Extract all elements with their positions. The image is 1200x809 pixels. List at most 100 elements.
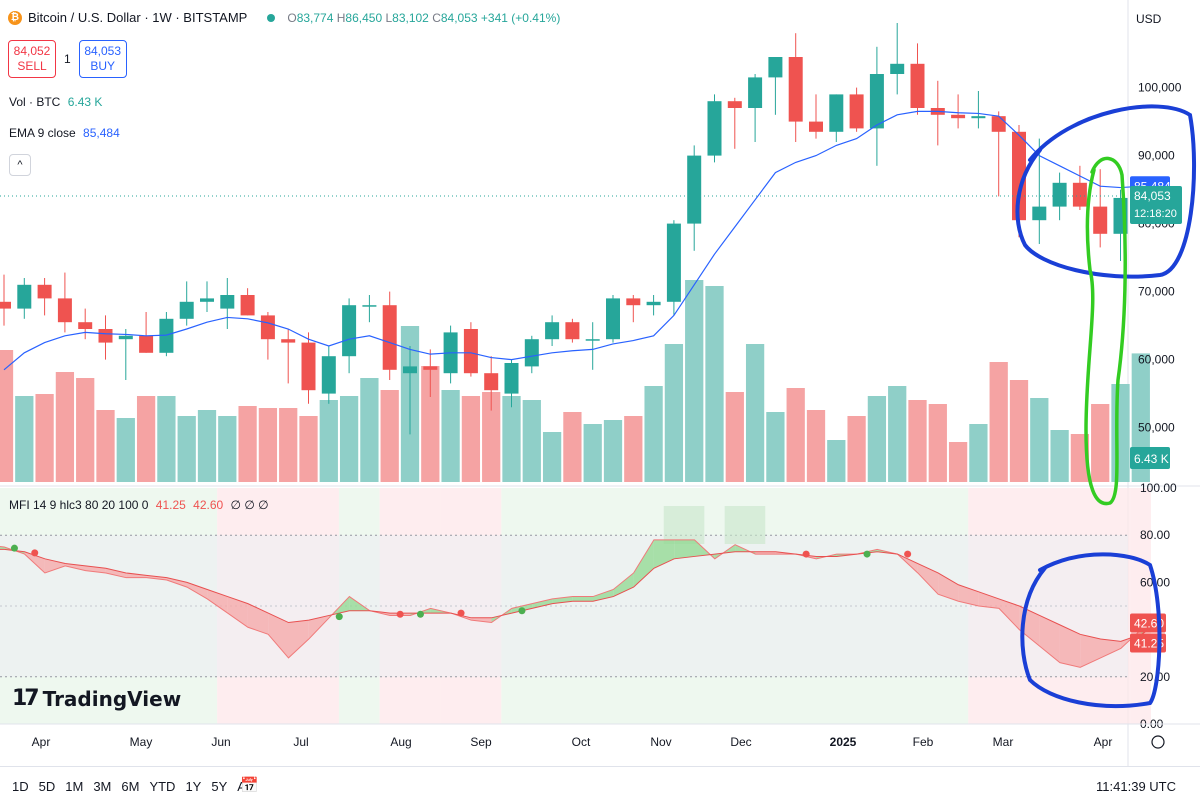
candle-body	[768, 57, 783, 78]
mfi-fill-segment	[1039, 615, 1060, 663]
bottom-toolbar: 1D 5D 1M 3M 6M YTD 1Y 5Y All 📅 11:41:39 UTC	[0, 766, 1200, 809]
volume-legend-label: Vol · BTC	[9, 95, 61, 109]
timeframe-3m[interactable]: 3M	[93, 779, 112, 794]
timeframe-ytd[interactable]: YTD	[149, 779, 176, 794]
volume-bar	[177, 416, 196, 482]
volume-bar	[1030, 398, 1049, 482]
volume-bar	[867, 396, 887, 482]
candle-body	[463, 329, 478, 374]
volume-bar	[603, 420, 623, 482]
mfi-fill-segment	[572, 596, 593, 602]
mfi-cross-dot	[396, 610, 404, 618]
volume-bar	[827, 440, 846, 482]
volume-bar	[745, 344, 765, 482]
volume-bar	[563, 412, 582, 482]
volume-bar	[888, 386, 907, 482]
volume-bar	[76, 378, 95, 482]
time-tick-label: Oct	[572, 735, 591, 749]
timeframe-all[interactable]: All	[237, 779, 252, 794]
collapse-legend-button[interactable]: ^	[9, 154, 31, 176]
trade-panel: 84,052 SELL 1 84,053 BUY	[8, 40, 127, 78]
candle-body	[971, 116, 986, 119]
mfi-value-tag	[1130, 633, 1166, 653]
volume-bar	[0, 350, 14, 482]
sell-price: 84,052	[13, 44, 51, 58]
price-chart[interactable]: 100,00090,00080,00070,00060,00050,000100…	[0, 0, 1200, 766]
volume-bar	[1050, 430, 1069, 482]
mfi-fill-segment	[126, 572, 147, 578]
order-quantity[interactable]: 1	[64, 52, 71, 66]
buy-button[interactable]: 84,053 BUY	[78, 40, 127, 78]
calendar-icon[interactable]: 📅	[240, 777, 259, 794]
time-axis-settings-icon[interactable]	[1151, 735, 1165, 749]
utc-clock[interactable]: 11:41:39 UTC	[1096, 779, 1176, 794]
candle-body	[565, 322, 580, 340]
candle-body	[301, 342, 316, 391]
ema-legend[interactable]: EMA 9 close 85,484	[9, 126, 120, 140]
bar-countdown: 12:18:20	[1134, 208, 1177, 220]
annotation-green-oval	[1084, 156, 1127, 506]
mfi-fill-segment	[593, 589, 614, 602]
mfi-zone-band	[1130, 488, 1151, 724]
mfi-legend-signal: 42.60	[193, 498, 224, 512]
candle-body	[118, 335, 133, 340]
candle-body	[78, 322, 93, 329]
candle-body	[524, 339, 539, 367]
currency-selector[interactable]: USD	[1136, 12, 1162, 26]
candle-body	[423, 366, 438, 370]
timeframe-1y[interactable]: 1Y	[185, 779, 202, 794]
mfi-fill-segment	[44, 558, 66, 573]
price-tick-label: 90,000	[1138, 149, 1175, 163]
volume-bar	[542, 432, 562, 482]
mfi-cross-dot	[31, 549, 39, 557]
candle-body	[1052, 182, 1067, 207]
sell-button[interactable]: 84,052 SELL	[8, 40, 56, 78]
ema-legend-label: EMA 9 close	[9, 126, 76, 140]
candle-body	[626, 298, 641, 306]
volume-bar	[116, 418, 135, 482]
candle-body	[545, 322, 560, 340]
volume-bar	[664, 344, 684, 482]
timeframe-5d[interactable]: 5D	[38, 779, 56, 794]
timeframe-6m[interactable]: 6M	[121, 779, 140, 794]
mfi-fill-segment	[187, 582, 208, 599]
mfi-fill-segment	[105, 568, 127, 578]
candle-body	[200, 298, 214, 302]
sell-label: SELL	[17, 59, 47, 73]
ema-line	[3, 110, 1141, 371]
volume-bar	[522, 400, 541, 482]
time-tick-label: 2025	[830, 735, 857, 749]
symbol-title[interactable]: Bitcoin / U.S. Dollar · 1W · BITSTAMP	[28, 10, 248, 25]
mfi-fill-segment	[755, 551, 776, 555]
mfi-fill-segment	[1080, 634, 1101, 668]
volume-bar	[908, 400, 927, 482]
mfi-legend-label: MFI 14 9 hlc3 80 20 100 0	[9, 498, 149, 512]
candle-body	[321, 356, 336, 394]
last-price-tag	[1130, 186, 1182, 225]
mfi-fill-segment	[288, 620, 309, 658]
mfi-tick-label: 100.00	[1140, 481, 1177, 495]
mfi-fill-segment	[613, 572, 634, 597]
timeframe-1m[interactable]: 1M	[65, 779, 84, 794]
volume-bar	[55, 372, 75, 482]
volume-bar	[238, 406, 257, 482]
volume-bar	[360, 378, 379, 482]
annotation-blue-circle-mfi	[1020, 552, 1162, 709]
mfi-fill-segment	[471, 617, 492, 623]
candle-body	[98, 329, 113, 343]
mfi-cross-dot	[863, 550, 871, 558]
close-value: 84,053	[440, 10, 478, 25]
timeframe-5y[interactable]: 5Y	[211, 779, 228, 794]
mfi-fill-segment	[917, 563, 939, 595]
volume-bar	[766, 412, 785, 482]
volume-bar	[644, 386, 663, 482]
volume-legend[interactable]: Vol · BTC 6.43 K	[9, 95, 102, 109]
candle-body	[890, 63, 905, 74]
volume-bar	[685, 280, 704, 482]
ema-legend-value: 85,484	[83, 126, 120, 140]
mfi-fill-segment	[268, 613, 289, 658]
mfi-legend[interactable]: MFI 14 9 hlc3 80 20 100 0 41.25 42.60 ∅ …	[9, 498, 269, 512]
candle-body	[139, 335, 154, 353]
volume-bar	[258, 408, 278, 482]
timeframe-1d[interactable]: 1D	[12, 779, 29, 794]
